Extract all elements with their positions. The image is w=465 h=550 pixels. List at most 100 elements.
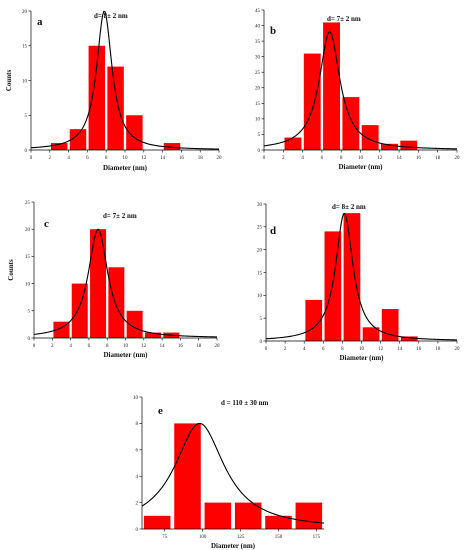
y-tick-label: 30	[255, 55, 261, 60]
x-tick-label: 18	[435, 347, 441, 352]
x-tick-label: 6	[322, 347, 325, 352]
x-tick-label: 14	[160, 344, 166, 349]
bar	[69, 129, 87, 150]
x-tick-label: 4	[69, 344, 72, 349]
bar	[400, 336, 418, 341]
x-tick-label: 2	[282, 156, 285, 161]
bar	[343, 213, 361, 341]
bar	[284, 137, 302, 150]
x-tick-label: 150	[275, 535, 283, 540]
y-tick-label: 35	[255, 40, 261, 45]
bar	[303, 53, 321, 150]
x-axis-label: Diameter (nm)	[340, 354, 385, 362]
y-axis-label: Counts	[7, 259, 15, 281]
y-tick-label: 4	[136, 475, 139, 480]
x-tick-label: 12	[141, 344, 147, 349]
panel-c: 0 2 4 6 8 10 12 14 16 18 20 0 5 10 15 20 25 Diameter (nm)…	[7, 201, 220, 359]
x-tick-label: 10	[359, 347, 365, 352]
bar	[50, 143, 68, 150]
fit-curve	[30, 10, 220, 150]
bar	[295, 502, 323, 529]
bar	[88, 45, 106, 150]
fit-curve	[141, 422, 325, 524]
y-tick-label: 20	[22, 10, 28, 15]
x-tick-label: 100	[199, 535, 207, 540]
panel-d: 0 2 4 6 8 10 12 14 16 18 20 0 5 10 15 20 25 30 Diameter (n…	[257, 203, 460, 362]
bar	[234, 502, 262, 529]
y-tick-label: 0	[260, 340, 263, 345]
bar	[361, 125, 379, 150]
x-tick-label: 14	[160, 156, 166, 161]
y-tick-label: 15	[255, 102, 261, 107]
y-tick-label: 0	[136, 528, 139, 533]
bar	[144, 332, 161, 338]
y-tick-label: 20	[255, 87, 261, 92]
y-tick-label: 0	[28, 337, 31, 342]
x-tick-label: 12	[141, 156, 147, 161]
x-tick-label: 18	[196, 344, 202, 349]
bar	[400, 140, 418, 150]
y-tick-label: 20	[257, 248, 263, 253]
y-tick-label: 10	[22, 79, 28, 84]
x-tick-label: 0	[30, 156, 33, 161]
x-tick-label: 10	[358, 156, 364, 161]
y-tick-label: 10	[133, 396, 139, 401]
x-tick-label: 8	[105, 156, 108, 161]
y-axis-label: Counts	[5, 70, 13, 92]
panel-a: 0 2 4 6 8 10 12 14 16 18 20 0 5 10 15 20 Diameter (nm) Co…	[5, 10, 222, 172]
bar	[265, 515, 292, 529]
panel-label: b	[270, 25, 276, 37]
y-tick-label: 10	[25, 282, 31, 287]
x-tick-label: 0	[33, 344, 36, 349]
x-tick-label: 16	[416, 156, 422, 161]
x-axis-label: Diameter (nm)	[104, 351, 149, 359]
x-tick-label: 20	[455, 156, 461, 161]
fit-curve	[263, 31, 458, 150]
bar	[90, 229, 107, 338]
y-tick-label: 5	[260, 317, 263, 322]
y-tick-label: 5	[28, 310, 31, 315]
x-tick-label: 125	[237, 535, 245, 540]
fit-curve	[33, 228, 218, 338]
x-tick-label: 16	[416, 347, 422, 352]
bar	[342, 97, 360, 150]
x-tick-label: 6	[86, 156, 89, 161]
bar	[204, 502, 232, 529]
x-tick-label: 16	[179, 156, 185, 161]
x-tick-label: 6	[88, 344, 91, 349]
x-tick-label: 12	[378, 347, 384, 352]
diameter-annotation: d= 8± 2 nm	[332, 203, 366, 211]
y-tick-label: 15	[25, 255, 31, 260]
y-tick-label: 25	[255, 71, 261, 76]
x-tick-label: 20	[215, 344, 221, 349]
x-tick-label: 4	[301, 156, 304, 161]
x-tick-label: 8	[106, 344, 109, 349]
x-axis-label: Diameter (nm)	[103, 164, 148, 172]
x-tick-label: 2	[49, 156, 52, 161]
diameter-annotation: d = 110 ± 30 nm	[221, 399, 268, 407]
y-tick-label: 5	[25, 114, 28, 119]
x-tick-label: 0	[263, 156, 266, 161]
y-tick-label: 0	[258, 149, 261, 154]
bar	[174, 423, 201, 529]
y-tick-label: 45	[255, 9, 261, 14]
y-tick-label: 15	[257, 271, 263, 276]
x-tick-label: 4	[303, 347, 306, 352]
x-tick-label: 4	[67, 156, 70, 161]
bar	[362, 327, 380, 341]
x-tick-label: 16	[178, 344, 184, 349]
bar	[108, 267, 125, 338]
y-tick-label: 25	[257, 226, 263, 231]
x-tick-label: 2	[284, 347, 287, 352]
x-axis-label: Diameter (nm)	[339, 163, 384, 171]
panel-b: 0 2 4 6 8 10 12 14 16 18 20 0 5 10 15 20 25 30 35 40 45 Diame…	[255, 9, 460, 171]
y-tick-label: 6	[136, 449, 139, 454]
bar	[305, 299, 323, 341]
x-tick-label: 8	[340, 156, 343, 161]
x-tick-label: 20	[217, 156, 223, 161]
y-tick-label: 0	[25, 149, 28, 154]
y-tick-label: 2	[136, 501, 139, 506]
y-tick-label: 5	[258, 133, 261, 138]
panel-e: 75 100 125 150 175 0 2 4 6 8 10 Diameter (nm) e d = 1…	[133, 396, 325, 550]
